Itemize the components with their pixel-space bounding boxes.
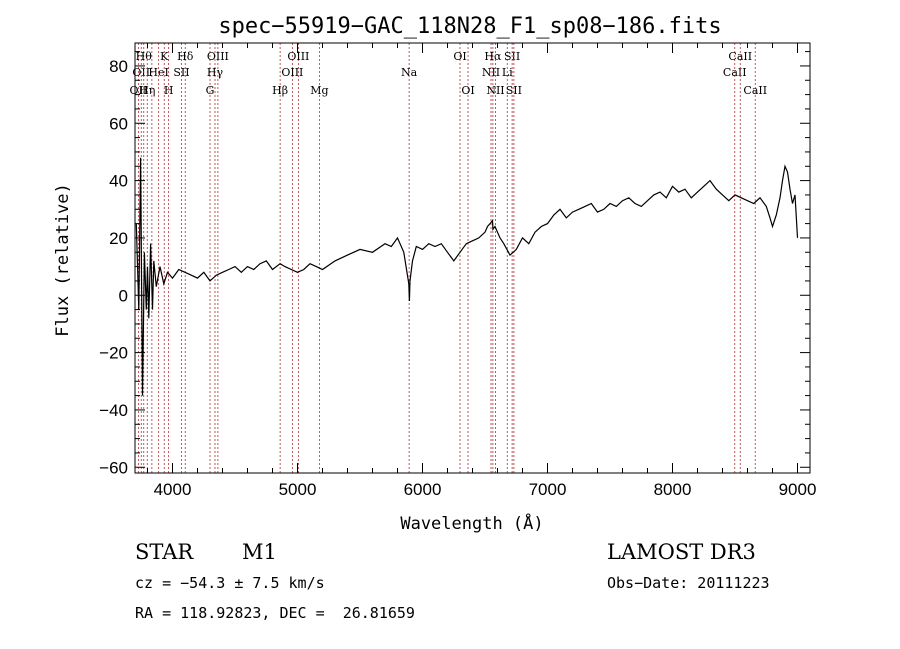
survey-name: LAMOST DR3 bbox=[607, 540, 756, 564]
y-tick-label: 0 bbox=[119, 286, 128, 305]
emission-line-label: CaII bbox=[723, 66, 747, 79]
emission-line-label: G bbox=[206, 84, 215, 97]
emission-line-label: OII bbox=[132, 66, 150, 79]
y-axis-label: Flux (relative) bbox=[53, 183, 73, 337]
emission-line-label: SII bbox=[506, 84, 522, 97]
y-tick-label: −60 bbox=[99, 458, 128, 477]
y-tick-label: −20 bbox=[99, 344, 128, 363]
emission-line-label: Li bbox=[502, 66, 513, 79]
emission-line-label: NII bbox=[482, 66, 500, 79]
x-tick-label: 9000 bbox=[779, 480, 817, 499]
observation-date: Obs−Date: 20111223 bbox=[607, 574, 770, 592]
object-class: STAR bbox=[135, 540, 194, 564]
emission-line-label: Hγ bbox=[207, 66, 224, 79]
x-tick-label: 8000 bbox=[654, 480, 692, 499]
emission-line-label: SII bbox=[173, 66, 189, 79]
emission-line-label: CaII bbox=[728, 50, 752, 63]
x-tick-label: 5000 bbox=[279, 480, 317, 499]
y-tick-label: −40 bbox=[99, 401, 128, 420]
axis-ticks: 4000 5000 6000 7000 8000 9000 −60 −40 −20 0 20 40 60… bbox=[99, 43, 816, 499]
x-axis-label: Wavelength (Å) bbox=[400, 512, 543, 534]
emission-line-label: CaII bbox=[743, 84, 767, 97]
emission-line-label: OII bbox=[130, 84, 148, 97]
emission-line-label: OIII bbox=[287, 50, 309, 63]
emission-line-label: Hη bbox=[139, 84, 155, 97]
emission-line-label: K bbox=[160, 50, 169, 63]
emission-line-label: Hθ bbox=[136, 50, 153, 63]
y-tick-label: 20 bbox=[109, 229, 128, 248]
x-tick-label: 6000 bbox=[404, 480, 442, 499]
plot-frame bbox=[134, 42, 811, 474]
emission-line-label: SII bbox=[504, 50, 520, 63]
x-tick-label: 4000 bbox=[154, 480, 192, 499]
object-subclass: M1 bbox=[242, 540, 277, 564]
emission-line-label: OI bbox=[461, 84, 474, 97]
y-tick-label: 40 bbox=[109, 172, 128, 191]
emission-lines: OII OII Hθ Hη HeI K H SII Hδ G Hγ OIII Hβ OIII OIII Mg N… bbox=[130, 43, 767, 473]
spectrum-line bbox=[135, 157, 799, 396]
emission-line-label: Hβ bbox=[272, 84, 288, 97]
y-tick-label: 80 bbox=[109, 57, 128, 76]
chart-title: spec−55919−GAC_118N28_F1_sp08−186.fits bbox=[218, 14, 721, 39]
x-tick-label: 7000 bbox=[529, 480, 567, 499]
emission-line-label: OI bbox=[453, 50, 466, 63]
emission-line-label: Mg bbox=[310, 84, 328, 97]
redshift-velocity: cz = −54.3 ± 7.5 km/s bbox=[135, 574, 325, 592]
emission-line-label: OIII bbox=[207, 50, 229, 63]
emission-line-label: OIII bbox=[281, 66, 303, 79]
emission-line-label: Na bbox=[401, 66, 418, 79]
emission-line-label: HeI bbox=[148, 66, 168, 79]
emission-line-label: Hδ bbox=[177, 50, 194, 63]
emission-line-label: Hα bbox=[484, 50, 502, 63]
y-tick-label: 60 bbox=[109, 114, 128, 133]
coordinates: RA = 118.92823, DEC = 26.81659 bbox=[135, 604, 415, 622]
emission-line-label: NII bbox=[486, 84, 504, 97]
emission-line-label: H bbox=[164, 84, 174, 97]
